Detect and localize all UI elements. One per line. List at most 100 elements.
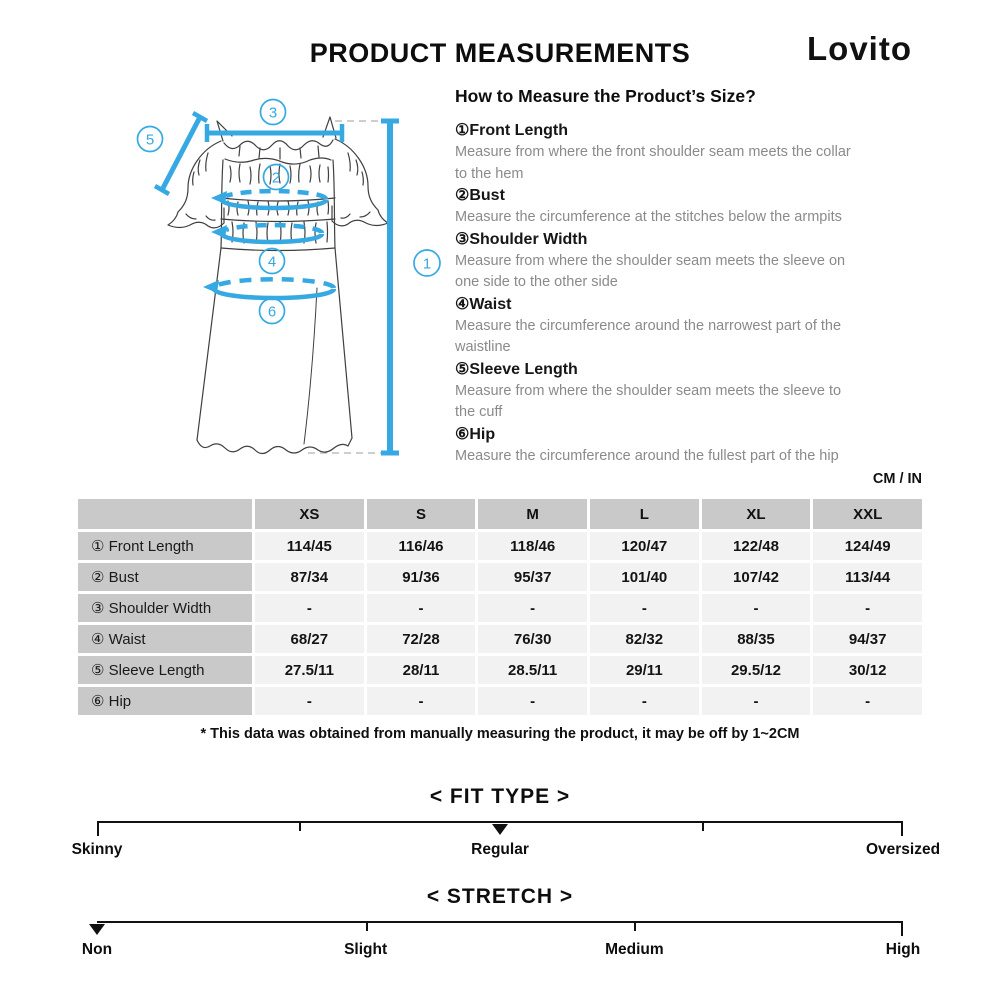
- row-label-front-length: ① Front Length: [78, 532, 252, 560]
- table-cell: -: [701, 594, 811, 622]
- tick: [97, 823, 99, 836]
- table-cell: -: [589, 687, 699, 715]
- fit-type-title: < FIT TYPE >: [429, 785, 571, 808]
- item-title: Shoulder Width: [469, 230, 588, 248]
- table-cell: 91/36: [366, 563, 476, 591]
- table-cell: 72/28: [366, 625, 476, 653]
- table-cell: -: [589, 594, 699, 622]
- table-cell: 120/47: [589, 532, 699, 560]
- tick: [365, 923, 368, 931]
- guide-item-waist: ④Waist Measure the circumference around …: [455, 294, 937, 359]
- item-title: Bust: [469, 187, 505, 204]
- column-header-xl: XL: [701, 499, 811, 529]
- guide-item-bust: ②Bust Measure the circumference at the s…: [455, 185, 937, 229]
- column-header-m: M: [478, 499, 587, 529]
- table-cell: -: [478, 594, 587, 622]
- table-cell: 27.5/11: [255, 656, 364, 684]
- column-header-xs: XS: [255, 499, 364, 529]
- callout-4: 4: [268, 254, 276, 271]
- guide-dashes: [308, 120, 381, 454]
- table-cell: 29.5/12: [701, 656, 811, 684]
- tick: [634, 923, 637, 931]
- table-cell: 124/49: [813, 532, 922, 560]
- guide-heading: How to Measure the Product’s Size?: [455, 86, 756, 106]
- item-number: ③: [455, 230, 470, 248]
- table-cell: -: [701, 687, 811, 715]
- tick: [298, 823, 301, 831]
- column-header-s: S: [366, 499, 476, 529]
- tick: [901, 923, 903, 936]
- callout-badges: 5 3 2 4 6 1: [136, 98, 441, 325]
- dress-outline: [167, 116, 389, 455]
- item-number: ⑥: [455, 425, 470, 443]
- table-cell: 28.5/11: [478, 656, 587, 684]
- callout-6: 6: [268, 304, 276, 321]
- item-number: ②: [455, 187, 470, 204]
- row-label-waist: ④ Waist: [78, 625, 252, 653]
- table-corner-cell: [78, 499, 252, 529]
- table-cell: 30/12: [813, 656, 922, 684]
- stretch-marker-icon: [89, 924, 105, 935]
- guide-item-sleeve-length: ⑤Sleeve Length Measure from where the sh…: [455, 359, 937, 424]
- item-number: ①: [455, 122, 470, 139]
- fit-option-skinny: Skinny: [71, 841, 123, 858]
- fit-option-oversized: Oversized: [865, 841, 941, 858]
- item-number: ④: [455, 295, 470, 313]
- item-title: Front Length: [469, 122, 568, 139]
- measurements-table: XS S M L XL XXL ① Front Length 114/45 11…: [78, 499, 922, 715]
- table-cell: 88/35: [701, 625, 811, 653]
- stretch-option-slight: Slight: [344, 941, 388, 958]
- table-cell: -: [366, 687, 476, 715]
- table-cell: 28/11: [366, 656, 476, 684]
- callout-2: 2: [272, 170, 280, 187]
- item-desc: Measure the circumference around the nar…: [455, 317, 842, 356]
- table-cell: 114/45: [255, 532, 364, 560]
- table-cell: 122/48: [701, 532, 811, 560]
- table-cell: -: [255, 687, 364, 715]
- item-title: Sleeve Length: [469, 360, 578, 378]
- row-label-sleeve-length: ⑤ Sleeve Length: [78, 656, 252, 684]
- table-cell: 29/11: [589, 656, 699, 684]
- measurement-marks: [153, 111, 399, 456]
- item-title: Hip: [469, 425, 496, 443]
- callout-3: 3: [269, 105, 277, 122]
- tick: [701, 823, 704, 831]
- table-cell: -: [366, 594, 476, 622]
- guide-item-shoulder-width: ③Shoulder Width Measure from where the s…: [455, 229, 937, 294]
- table-cell: -: [813, 687, 922, 715]
- fit-type-scale: [97, 821, 903, 836]
- unit-label: CM / IN: [872, 471, 922, 487]
- table-cell: 95/37: [478, 563, 587, 591]
- stretch-option-non: Non: [81, 941, 113, 958]
- column-header-xxl: XXL: [813, 499, 922, 529]
- table-cell: -: [255, 594, 364, 622]
- callout-5: 5: [146, 132, 154, 149]
- page-title: PRODUCT MEASUREMENTS: [309, 38, 691, 68]
- footnote: * This data was obtained from manually m…: [200, 726, 800, 742]
- table-cell: 118/46: [478, 532, 587, 560]
- guide-item-hip: ⑥Hip Measure the circumference around th…: [455, 424, 937, 468]
- stretch-option-high: High: [885, 941, 921, 958]
- callout-1: 1: [423, 256, 431, 273]
- guide-item-front-length: ①Front Length Measure from where the fro…: [455, 120, 937, 185]
- stretch-option-medium: Medium: [605, 941, 664, 958]
- table-cell: 101/40: [589, 563, 699, 591]
- stretch-labels: Non Slight Medium High: [82, 941, 920, 961]
- table-cell: 94/37: [813, 625, 922, 653]
- table-cell: -: [478, 687, 587, 715]
- brand-logo: Lovito: [807, 30, 912, 67]
- table-cell: 68/27: [255, 625, 364, 653]
- table-cell: -: [813, 594, 922, 622]
- tick: [901, 823, 903, 836]
- fit-type-labels: Skinny Regular Oversized: [72, 841, 940, 861]
- item-desc: Measure the circumference around the ful…: [455, 447, 839, 464]
- table-cell: 87/34: [255, 563, 364, 591]
- row-label-hip: ⑥ Hip: [78, 687, 252, 715]
- table-cell: 82/32: [589, 625, 699, 653]
- item-number: ⑤: [455, 360, 470, 378]
- item-desc: Measure from where the shoulder seam mee…: [455, 252, 846, 291]
- product-diagram: 5 3 2 4 6 1: [136, 98, 441, 456]
- fit-option-regular: Regular: [471, 841, 529, 858]
- fit-type-marker-icon: [492, 824, 508, 835]
